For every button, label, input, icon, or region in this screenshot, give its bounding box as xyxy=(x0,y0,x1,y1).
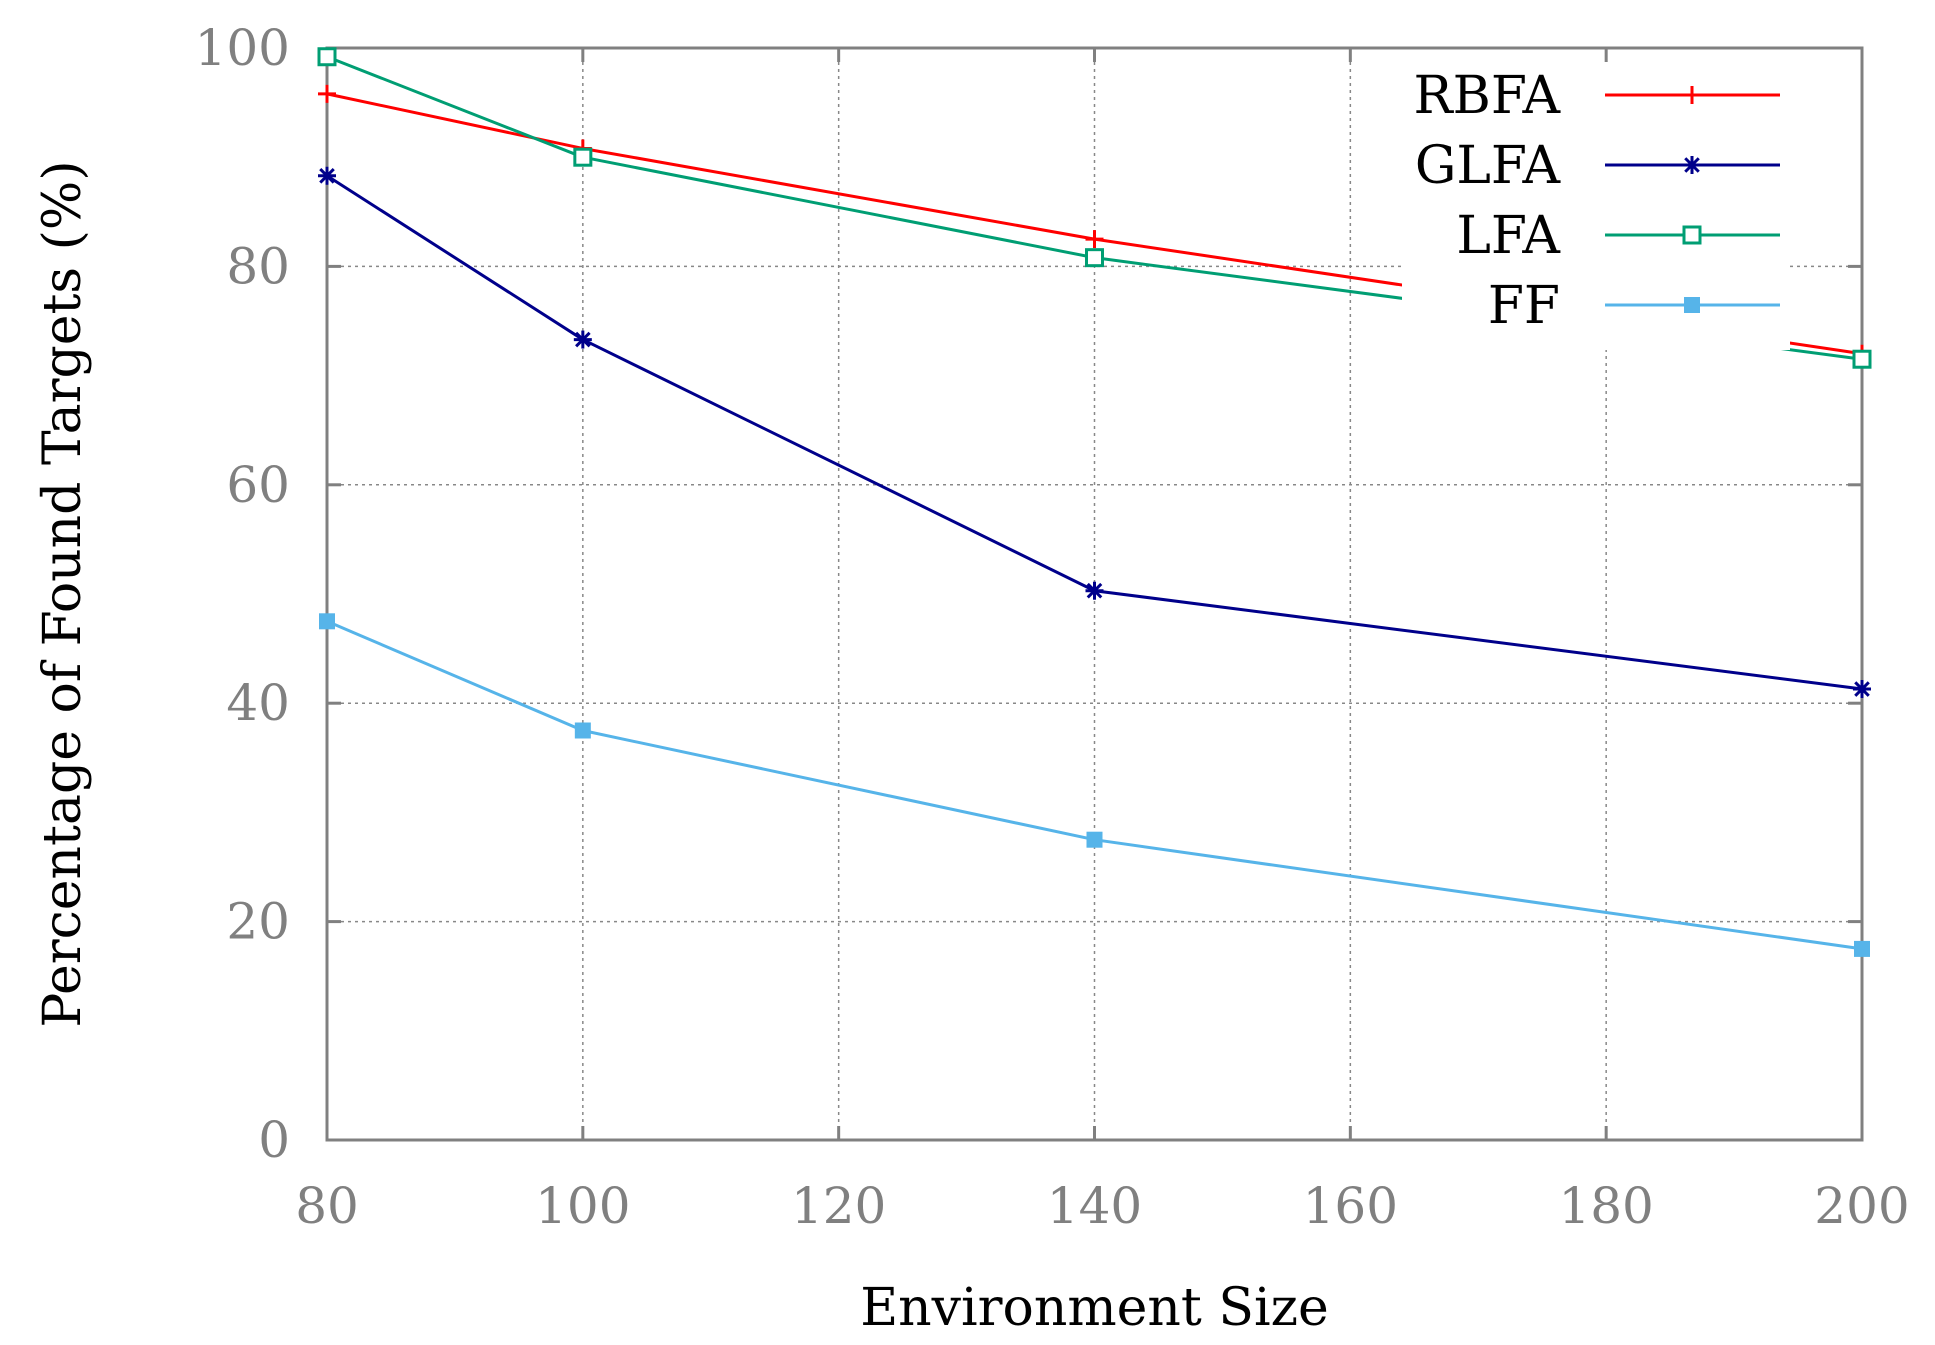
axis-ticks: 80 100 120 140 160 180 200 0 20 40 60 80 100 xyxy=(195,19,1910,1235)
legend-marker xyxy=(1682,225,1702,245)
legend-item-ff: FF xyxy=(1488,276,1780,336)
data-point-glfa xyxy=(1085,581,1104,600)
legend-marker xyxy=(1683,156,1701,174)
x-tick-label: 80 xyxy=(295,1177,359,1235)
x-tick-label: 140 xyxy=(1047,1177,1142,1235)
data-point-ff xyxy=(574,722,591,739)
x-tick-label: 160 xyxy=(1303,1177,1398,1235)
series-glfa xyxy=(318,166,1871,699)
y-tick-label: 40 xyxy=(226,674,290,732)
series-ff xyxy=(319,613,1870,957)
x-axis-title: Environment Size xyxy=(860,1278,1329,1338)
y-axis-title: Percentage of Found Targets (%) xyxy=(33,160,93,1027)
legend-background xyxy=(1402,62,1790,350)
data-point-lfa xyxy=(1085,248,1104,268)
data-point-ff xyxy=(319,613,335,630)
data-point-ff xyxy=(1086,831,1103,848)
x-tick-label: 100 xyxy=(535,1177,630,1235)
y-tick-label: 20 xyxy=(226,893,290,951)
x-tick-label: 180 xyxy=(1558,1177,1653,1235)
data-point-glfa xyxy=(318,166,336,185)
legend-marker xyxy=(1684,297,1700,313)
legend-label: GLFA xyxy=(1415,136,1562,196)
data-point-rbfa xyxy=(318,84,336,103)
data-point-glfa xyxy=(573,330,592,349)
x-tick-label: 200 xyxy=(1814,1177,1909,1235)
legend-item-glfa: GLFA xyxy=(1415,136,1780,196)
y-tick-label: 0 xyxy=(258,1111,290,1169)
data-point-glfa xyxy=(1853,680,1871,699)
data-point-lfa xyxy=(573,147,593,167)
data-point-lfa xyxy=(317,47,337,67)
legend-label: LFA xyxy=(1456,206,1561,266)
x-tick-label: 120 xyxy=(791,1177,886,1235)
legend-item-lfa: LFA xyxy=(1456,206,1780,266)
legend-label: FF xyxy=(1488,276,1560,336)
series-line-ff xyxy=(326,619,1863,951)
data-point-lfa xyxy=(1852,349,1872,369)
data-point-rbfa xyxy=(1085,230,1104,249)
series xyxy=(317,47,1872,957)
data-point-ff xyxy=(1854,940,1870,957)
series-line-glfa xyxy=(326,174,1863,691)
legend: RBFA GLFA LFA FF xyxy=(1402,62,1790,350)
legend-marker xyxy=(1683,86,1701,104)
y-tick-label: 100 xyxy=(195,19,290,77)
legend-item-rbfa: RBFA xyxy=(1414,66,1780,126)
y-tick-label: 80 xyxy=(226,237,290,295)
legend-label: RBFA xyxy=(1414,66,1562,126)
y-tick-label: 60 xyxy=(226,456,290,514)
